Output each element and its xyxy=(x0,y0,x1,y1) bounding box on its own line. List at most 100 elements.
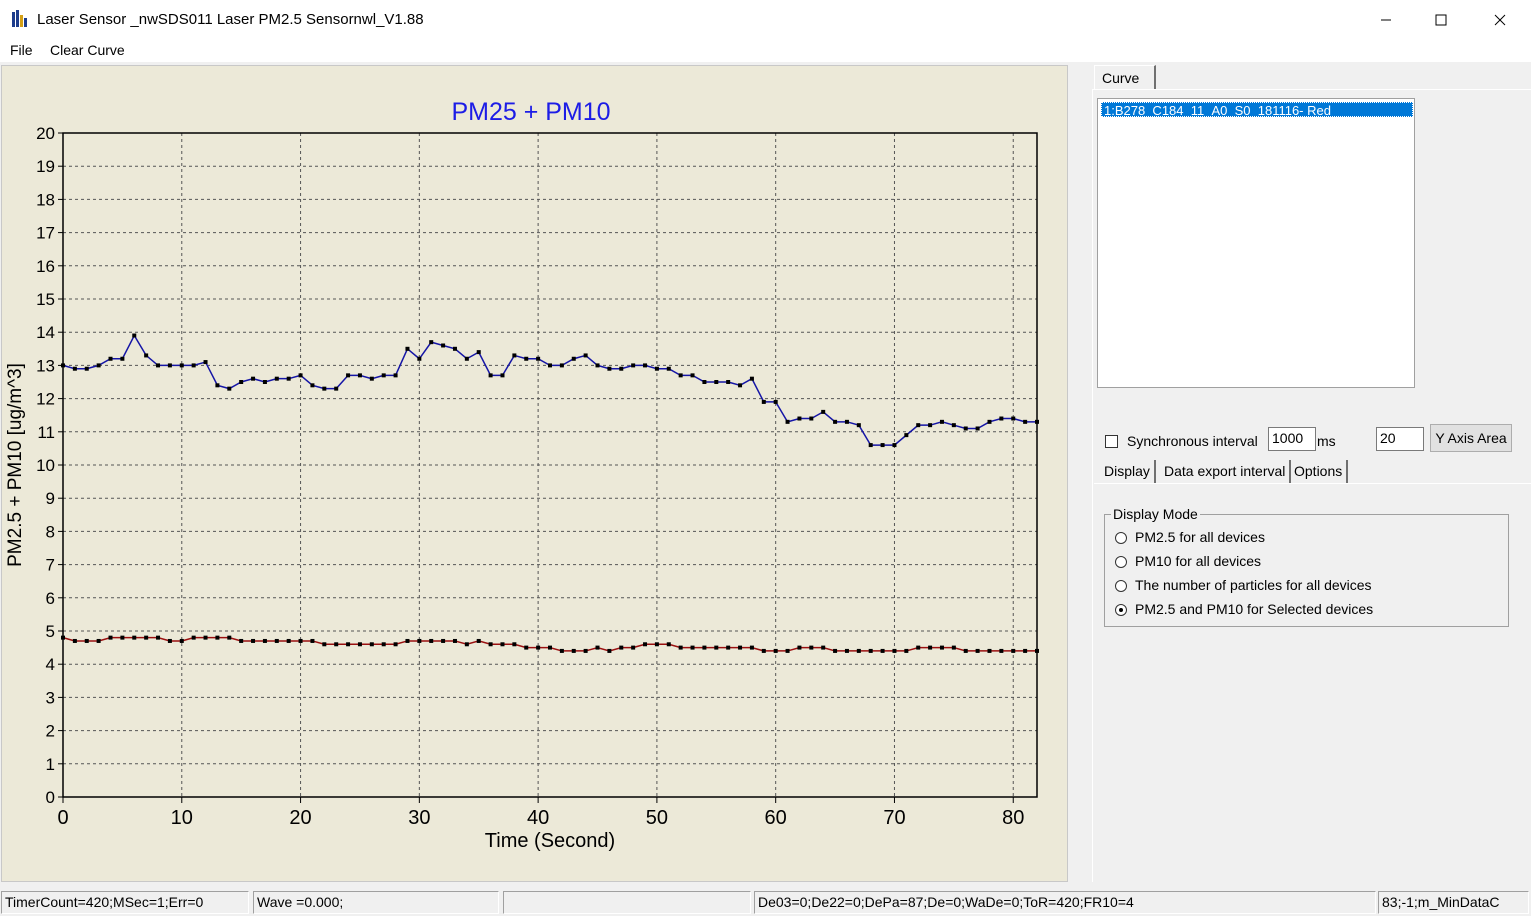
data-point xyxy=(203,635,208,640)
ms-label: ms xyxy=(1317,433,1336,449)
data-point xyxy=(714,380,719,384)
x-tick-label: 20 xyxy=(289,807,311,829)
menu-clear-curve[interactable]: Clear Curve xyxy=(50,42,125,58)
data-point xyxy=(749,376,754,381)
app-icon xyxy=(12,10,27,27)
curve-list-item[interactable]: 1:B278_C184_11_A0_S0_181116- Red xyxy=(1101,102,1413,117)
data-point xyxy=(690,645,695,650)
y-tick-label: 18 xyxy=(36,190,55,209)
radio-label: PM10 for all devices xyxy=(1135,553,1262,569)
interval-input[interactable]: 1000 xyxy=(1268,427,1316,451)
data-point xyxy=(84,366,89,371)
minimize-button[interactable] xyxy=(1357,0,1415,40)
data-point xyxy=(785,419,790,424)
radio-pm25-all[interactable]: PM2.5 for all devices xyxy=(1115,529,1265,547)
pm-chart: PM25 + PM1001234567891011121314151617181… xyxy=(5,98,1039,852)
curve-list[interactable]: 1:B278_C184_11_A0_S0_181116- Red xyxy=(1097,98,1415,388)
data-point xyxy=(773,648,778,653)
data-point xyxy=(322,386,327,391)
data-point xyxy=(96,363,101,368)
display-mode-title: Display Mode xyxy=(1111,506,1200,522)
data-point xyxy=(571,648,576,653)
data-point xyxy=(357,642,362,647)
data-point xyxy=(892,648,897,653)
tab-divider xyxy=(1092,89,1531,90)
data-point xyxy=(251,638,256,643)
data-point xyxy=(726,380,731,384)
data-point xyxy=(595,363,600,368)
yaxis-area-button[interactable]: Y Axis Area xyxy=(1430,424,1512,452)
data-point xyxy=(975,426,980,431)
x-tick-label: 40 xyxy=(527,807,549,829)
close-icon xyxy=(1494,14,1506,26)
radio-icon xyxy=(1115,556,1127,569)
data-point xyxy=(369,376,374,381)
data-point xyxy=(251,376,256,381)
data-point xyxy=(916,423,921,428)
yaxis-input[interactable]: 20 xyxy=(1376,427,1424,451)
y-tick-label: 6 xyxy=(46,589,55,608)
data-point xyxy=(833,419,838,424)
y-tick-label: 2 xyxy=(46,722,55,741)
data-point xyxy=(417,638,422,643)
data-point xyxy=(939,645,944,650)
data-point xyxy=(666,642,671,647)
data-point xyxy=(429,340,434,345)
y-tick-label: 4 xyxy=(46,655,55,674)
data-point xyxy=(464,356,469,361)
data-point xyxy=(951,423,956,428)
status-empty xyxy=(503,891,751,914)
x-axis-label: Time (Second) xyxy=(485,830,615,852)
data-point xyxy=(738,383,743,388)
data-point xyxy=(191,363,196,368)
data-point xyxy=(381,373,386,378)
y-tick-label: 12 xyxy=(36,390,55,409)
data-point xyxy=(405,638,410,643)
tab-data-export[interactable]: Data export interval xyxy=(1160,460,1292,484)
status-min-data: 83;-1;m_MinDataC xyxy=(1378,891,1529,914)
radio-pm10-all[interactable]: PM10 for all devices xyxy=(1115,553,1261,571)
data-point xyxy=(156,363,161,368)
chart-panel: PM25 + PM10 0 1 2 3 4 5 6 7 8 9 10 11 12 13 14 15 16 17 18 1… xyxy=(1,65,1068,882)
data-point xyxy=(274,638,279,643)
data-point xyxy=(607,648,612,653)
data-point xyxy=(464,642,469,647)
subtab-divider xyxy=(1094,483,1531,484)
y-tick-label: 11 xyxy=(37,423,55,442)
tab-curve[interactable]: Curve xyxy=(1094,65,1156,90)
chart-title: PM25 + PM10 xyxy=(451,98,610,126)
tab-options[interactable]: Options xyxy=(1290,460,1349,484)
y-tick-label: 20 xyxy=(36,124,55,143)
y-tick-label: 15 xyxy=(36,290,55,309)
data-point xyxy=(72,366,77,371)
data-point xyxy=(500,373,505,378)
close-button[interactable] xyxy=(1471,0,1529,40)
status-timer: TimerCount=420;MSec=1;Err=0 xyxy=(1,891,249,914)
radio-label: PM2.5 for all devices xyxy=(1135,529,1265,545)
data-point xyxy=(346,642,351,647)
x-tick-label: 60 xyxy=(765,807,787,829)
menu-file[interactable]: File xyxy=(10,42,33,58)
radio-label: PM2.5 and PM10 for Selected devices xyxy=(1135,601,1374,617)
data-point xyxy=(61,635,65,640)
data-point xyxy=(322,642,327,647)
status-detect: De03=0;De22=0;DePa=87;De=0;WaDe=0;ToR=42… xyxy=(754,891,1376,914)
data-point xyxy=(916,645,921,650)
data-point xyxy=(512,353,517,358)
maximize-button[interactable] xyxy=(1412,0,1470,40)
radio-pm25-pm10-selected[interactable]: PM2.5 and PM10 for Selected devices xyxy=(1115,601,1373,619)
radio-particles-all[interactable]: The number of particles for all devices xyxy=(1115,577,1372,595)
data-point xyxy=(797,416,802,421)
y-tick-label: 5 xyxy=(46,622,55,641)
title-bar: Laser Sensor _nwSDS011 Laser PM2.5 Senso… xyxy=(0,0,1531,40)
data-point xyxy=(821,645,826,650)
data-point xyxy=(144,353,149,358)
data-point xyxy=(963,648,968,653)
data-point xyxy=(441,343,446,348)
data-point xyxy=(654,642,659,647)
tab-display[interactable]: Display xyxy=(1100,460,1156,484)
y-tick-label: 9 xyxy=(46,489,55,508)
data-point xyxy=(654,366,659,371)
data-point xyxy=(156,635,161,640)
sync-interval-checkbox[interactable] xyxy=(1105,435,1118,448)
